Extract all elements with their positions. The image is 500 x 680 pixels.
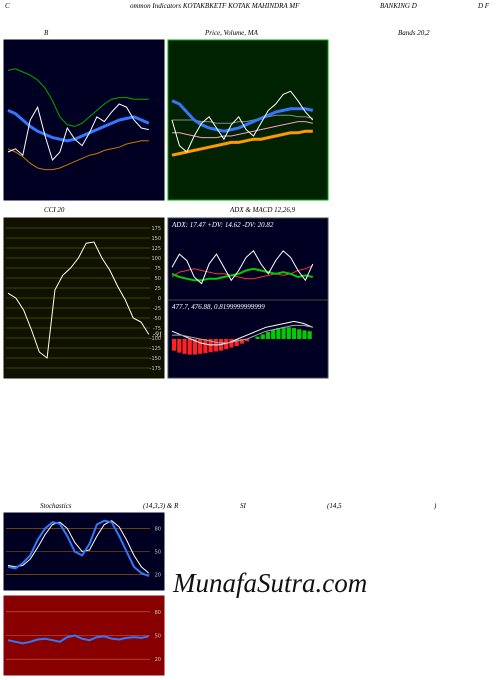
series-line <box>7 519 150 578</box>
y-tick-label: 80 <box>155 610 161 616</box>
y-tick-label: 50 <box>155 634 161 640</box>
histogram-bar <box>245 339 250 342</box>
header-text: ADX & MACD 12,26,9 <box>229 206 296 214</box>
y-tick-label: -125 <box>150 346 161 352</box>
histogram-bar <box>265 331 271 339</box>
histogram-bar <box>271 329 276 339</box>
series-line <box>171 267 314 282</box>
histogram-bar <box>307 331 312 339</box>
histogram-bar <box>276 328 281 339</box>
readout: ADX: 17.47 +DV: 14.62 -DV: 20.82 <box>171 221 274 229</box>
histogram-bar <box>172 339 177 351</box>
series-line <box>171 129 313 157</box>
y-tick-label: 50 <box>155 550 161 556</box>
series-line <box>171 250 314 285</box>
histogram-bar <box>187 339 192 355</box>
series-line <box>171 320 313 346</box>
y-tick-label: 100 <box>151 256 161 262</box>
y-tick-label: -175 <box>150 366 161 372</box>
y-tick-label: -25 <box>153 306 161 312</box>
histogram-bar <box>198 339 203 354</box>
watermark: MunafaSutra.com <box>172 568 367 598</box>
series-line <box>7 241 150 359</box>
y-tick-label: -150 <box>150 356 161 362</box>
y-tick-label: 25 <box>155 286 161 292</box>
header-text: SI <box>240 502 247 510</box>
y-tick-label: 175 <box>151 226 161 232</box>
header-text: ommon Indicators KOTAKBKETF KOTAK MAHIND… <box>130 2 300 10</box>
series-line <box>7 634 150 645</box>
y-tick-label: 75 <box>155 266 161 272</box>
y-tick-label: 20 <box>155 573 161 579</box>
panel <box>167 217 329 301</box>
y-tick-label: 50 <box>155 276 161 282</box>
y-tick-label: 125 <box>151 246 161 252</box>
header-text: ) <box>433 502 437 510</box>
header-text: D F <box>477 2 490 10</box>
series-line <box>172 324 313 344</box>
header-text: C <box>5 2 10 10</box>
histogram-bar <box>291 328 297 339</box>
histogram-bar <box>286 327 291 339</box>
histogram-bar <box>281 327 286 339</box>
histogram-bar <box>208 339 213 353</box>
histogram-bar <box>234 339 239 347</box>
y-tick-label: -100 <box>150 336 161 342</box>
header-text: BANKING D <box>380 2 417 10</box>
histogram-bar <box>177 339 182 353</box>
header-text: B <box>44 29 49 37</box>
histogram-bar <box>182 339 187 354</box>
header-text: CCI 20 <box>44 206 65 214</box>
histogram-bar <box>297 329 302 339</box>
series-line <box>172 121 313 139</box>
y-tick-label: 80 <box>155 526 161 532</box>
histogram-bar <box>192 339 198 355</box>
header-text: Price, Volume, MA <box>204 29 259 37</box>
header-text: Stochastics <box>40 502 72 510</box>
series-line <box>7 103 149 161</box>
histogram-bar <box>260 334 265 339</box>
y-tick-label: 20 <box>155 657 161 663</box>
histogram-bar <box>302 330 307 339</box>
header-text: (14,3,3) & R <box>143 502 179 510</box>
y-tick-label: 150 <box>151 236 161 242</box>
series-line <box>7 140 149 171</box>
histogram-bar <box>255 336 260 339</box>
header-text: (14,5 <box>327 502 342 510</box>
histogram-bar <box>229 339 234 348</box>
histogram-bar <box>203 339 208 354</box>
series-line <box>7 520 150 574</box>
series-line <box>171 90 314 153</box>
series-line <box>7 68 149 127</box>
histogram-bar <box>224 339 229 350</box>
y-tick-label: 0 <box>158 296 161 302</box>
y-tick-label: -50 <box>153 316 161 322</box>
histogram-bar <box>239 339 244 344</box>
header-text: Bands 20,2 <box>398 29 430 37</box>
y-tick-label: -75 <box>153 326 161 332</box>
series-line <box>7 109 150 143</box>
series-line <box>171 99 314 133</box>
readout: 477.7, 476.88, 0.8199999999999 <box>172 303 265 311</box>
last-value-label: -91 <box>153 330 162 338</box>
